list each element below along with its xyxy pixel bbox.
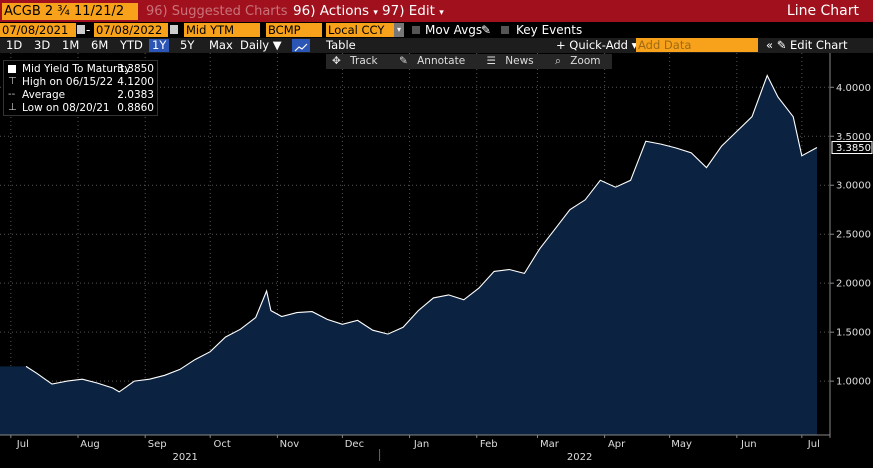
security-ticker-field[interactable]: ACGB 2 ¾ 11/21/2 — [2, 3, 138, 20]
add-data-input[interactable]: Add Data — [636, 38, 758, 52]
series-color-icon — [8, 65, 16, 73]
currency-dropdown-icon[interactable]: ▾ — [394, 23, 404, 37]
chart-legend: Mid Yield To Maturity 3.3850 ⊤ High on 0… — [3, 60, 158, 116]
range-3d-button[interactable]: 3D — [34, 38, 51, 52]
key-events-label: Key Events — [516, 23, 583, 37]
zoom-button[interactable]: ⌕ Zoom — [554, 55, 601, 67]
average-marker-icon: -- — [8, 89, 16, 100]
range-ytd-button[interactable]: YTD — [120, 38, 143, 52]
legend-label: Low on 08/20/21 — [22, 102, 110, 114]
mov-avgs-checkbox[interactable] — [412, 26, 420, 34]
y-axis: 1.0000 1.5000 2.0000 2.5000 3.0000 3.5000 4.00… — [829, 53, 873, 438]
track-label: Track — [350, 55, 378, 67]
edit-chart-label: Edit Chart — [790, 38, 848, 52]
y-tick-label: 3.0000 — [836, 181, 871, 192]
pencil-icon[interactable]: ✎ — [481, 23, 492, 37]
pencil-icon: ✎ — [776, 38, 787, 52]
yield-line — [25, 74, 818, 393]
chart-tools-bar: ✥ Track ✎ Annotate ☰ News ⌕ Zoom — [326, 54, 613, 69]
annotate-label: Annotate — [417, 55, 466, 67]
range-1y-button[interactable]: 1Y — [149, 39, 170, 52]
news-button[interactable]: ☰ News — [486, 55, 534, 67]
caret-down-icon: ▾ — [373, 8, 378, 18]
y-tick-label: 4.0000 — [836, 83, 871, 94]
range-1m-button[interactable]: 1M — [62, 38, 80, 52]
mov-avgs-label: Mov Avgs — [425, 23, 483, 37]
low-marker-icon: ⊥ — [8, 102, 17, 113]
range-6m-button[interactable]: 6M — [91, 38, 109, 52]
y-tick-label: 1.5000 — [836, 328, 871, 339]
edit-label: Edit — [408, 3, 435, 19]
x-tick-label: Jul — [807, 439, 820, 450]
chart-type-title: Line Chart — [786, 3, 859, 19]
y-tick-label: 2.0000 — [836, 279, 871, 290]
legend-value: 3.3850 — [117, 63, 154, 75]
actions-number: 96 — [293, 3, 311, 19]
legend-label: Mid Yield To Maturity — [22, 63, 131, 75]
quick-add-button[interactable]: + Quick-Add ▾ — [556, 38, 638, 52]
legend-label: High on 06/15/22 — [22, 76, 114, 88]
range-5y-button[interactable]: 5Y — [180, 38, 195, 52]
end-date-field[interactable]: 07/08/2022 — [94, 23, 168, 37]
x-tick-label: Sep — [148, 439, 167, 450]
x-tick-label: Feb — [480, 439, 498, 450]
start-date-field[interactable]: 07/08/2021 — [0, 23, 76, 37]
zoom-label: Zoom — [570, 55, 601, 67]
legend-value: 2.0383 — [117, 89, 154, 101]
y-tick-label: 1.0000 — [836, 377, 871, 388]
frequency-select[interactable]: Daily ▼ — [240, 38, 282, 52]
line-chart-icon[interactable] — [292, 39, 310, 52]
x-tick-label: Jan — [413, 439, 429, 450]
yield-field-select[interactable]: Mid YTM — [184, 23, 260, 37]
x-axis: Jul Aug Sep Oct Nov Dec Jan Feb Mar Apr May Jun Jul 2… — [0, 434, 830, 463]
y-tick-label: 2.5000 — [836, 230, 871, 241]
annotate-button[interactable]: ✎ Annotate — [398, 55, 466, 67]
caret-down-icon: ▾ — [439, 8, 444, 18]
range-1d-button[interactable]: 1D — [6, 38, 23, 52]
y-tick-label: 3.5000 — [836, 132, 871, 143]
yield-area-fill — [0, 75, 817, 435]
suggested-charts-number: 96 — [146, 4, 163, 19]
actions-menu[interactable]: 96) Actions ▾ — [293, 3, 378, 19]
yield-chart: 1.0000 1.5000 2.0000 2.5000 3.0000 3.5000 4.00… — [0, 53, 873, 463]
last-value-label: 3.3850 — [836, 143, 871, 154]
x-tick-label: Oct — [214, 439, 231, 450]
suggested-charts-button[interactable]: 96) Suggested Charts — [146, 4, 288, 19]
year-label: 2022 — [567, 452, 592, 463]
pricing-source-field[interactable]: BCMP — [266, 23, 322, 37]
high-marker-icon: ⊤ — [8, 76, 17, 87]
legend-label: Average — [22, 89, 66, 101]
actions-label: Actions — [319, 3, 370, 19]
edit-number: 97 — [382, 3, 400, 19]
calendar-icon[interactable] — [170, 25, 178, 34]
edit-menu[interactable]: 97) Edit ▾ — [382, 3, 444, 19]
x-tick-label: Apr — [608, 439, 626, 450]
track-button[interactable]: ✥ Track — [332, 55, 378, 67]
collapse-icon[interactable]: « — [766, 38, 774, 52]
legend-value: 4.1200 — [117, 76, 154, 88]
x-tick-label: Dec — [345, 439, 364, 450]
edit-chart-button[interactable]: « ✎ Edit Chart — [766, 39, 848, 52]
currency-select[interactable]: Local CCY — [326, 23, 394, 37]
year-label: 2021 — [172, 452, 197, 463]
legend-value: 0.8860 — [117, 102, 154, 114]
suggested-charts-label: Suggested Charts — [171, 4, 288, 19]
x-tick-label: Aug — [80, 439, 100, 450]
key-events-checkbox[interactable] — [501, 26, 509, 34]
date-separator: - — [86, 23, 91, 37]
range-max-button[interactable]: Max — [209, 38, 233, 52]
x-tick-label: Mar — [540, 439, 560, 450]
table-button[interactable]: Table — [326, 38, 356, 52]
x-tick-label: Nov — [280, 439, 300, 450]
x-tick-label: Jun — [740, 439, 757, 450]
last-value-box — [831, 141, 873, 155]
main-toolbar — [0, 0, 873, 22]
news-label: News — [505, 55, 534, 67]
x-tick-label: May — [671, 439, 692, 450]
x-tick-label: Jul — [16, 439, 29, 450]
calendar-icon[interactable] — [77, 25, 85, 34]
